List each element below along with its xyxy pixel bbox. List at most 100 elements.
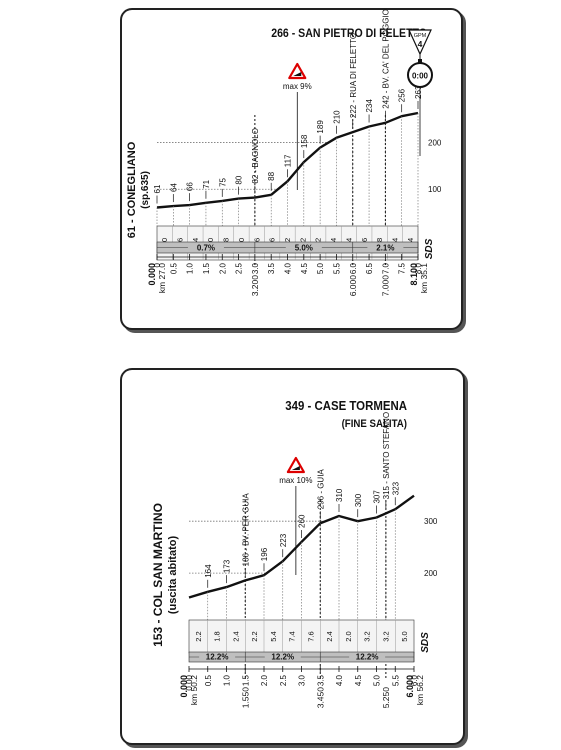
altitude-label: 222 - RUA DI FELETTO bbox=[349, 33, 358, 118]
start-km: km 50.2 bbox=[189, 675, 199, 706]
x-tick-label: 6.0 bbox=[349, 262, 358, 274]
section-label-bg bbox=[187, 243, 224, 252]
waypoint-distance: 5.250 bbox=[381, 687, 391, 709]
kom-triangle-icon bbox=[408, 29, 432, 56]
y-grid-label: 200 bbox=[424, 569, 438, 578]
x-tick-label: 4.0 bbox=[284, 262, 293, 274]
altitude-label: 307 bbox=[373, 490, 382, 504]
start-distance: 0.000 bbox=[179, 675, 189, 698]
kom-text: GPM bbox=[414, 33, 427, 39]
x-tick-label: 1.0 bbox=[223, 674, 232, 686]
x-tick-label: 4.5 bbox=[354, 674, 363, 686]
slope-icon bbox=[291, 466, 300, 470]
altitude-label: 315 - SANTO STEFANO bbox=[382, 412, 391, 499]
section-label-bg bbox=[285, 243, 322, 252]
altitude-label: 71 bbox=[202, 179, 211, 188]
x-tick-label: 2.5 bbox=[235, 262, 244, 274]
waypoint-distance: 3.450 bbox=[315, 687, 325, 709]
sds-logo: SDS bbox=[420, 632, 431, 653]
altitude-label: 310 bbox=[335, 488, 344, 502]
altitude-label: 296 - GUIA bbox=[316, 469, 325, 510]
max-gradient-label: max 10% bbox=[279, 476, 312, 485]
waypoint-distance: 6.000 bbox=[348, 275, 358, 297]
profile-line bbox=[188, 494, 415, 599]
chart-subtitle: (FINE SALITA) bbox=[342, 419, 407, 431]
altitude-label: 64 bbox=[169, 183, 178, 192]
slope-icon bbox=[293, 72, 302, 76]
x-tick-label: 0.00 bbox=[185, 674, 194, 690]
x-tick-label: 2.0 bbox=[260, 674, 269, 686]
altitude-label: 173 bbox=[223, 559, 232, 573]
chart-title: 349 - CASE TORMENA bbox=[285, 398, 407, 413]
start-distance: 0.000 bbox=[147, 263, 157, 286]
max-gradient-label: max 9% bbox=[283, 82, 312, 91]
segment-gradient: 2.0 bbox=[344, 631, 353, 641]
x-tick-label: 4.5 bbox=[300, 262, 309, 274]
altitude-label: 210 bbox=[332, 110, 341, 124]
end-km: km 56.2 bbox=[415, 675, 425, 706]
altitude-label: 263 bbox=[414, 85, 423, 99]
altitude-label: 234 bbox=[365, 99, 374, 113]
altitude-label: 80 bbox=[235, 175, 244, 184]
x-tick-label: 1.5 bbox=[241, 674, 250, 686]
x-tick-label: 7.0 bbox=[381, 262, 390, 274]
altitude-label: 158 bbox=[300, 134, 309, 148]
waypoint-distance: 7.000 bbox=[380, 275, 390, 297]
x-tick-label: 1.0 bbox=[186, 262, 195, 274]
altitude-label: 196 bbox=[260, 547, 269, 561]
section-label-bg bbox=[264, 653, 301, 661]
end-distance: 8.100 bbox=[409, 263, 419, 286]
x-tick-label: 3.0 bbox=[298, 674, 307, 686]
x-tick-label: 4.0 bbox=[335, 674, 344, 686]
elevation-profile-chart-1: 266 - SAN PIETRO DI FELETTO 100 200 61 64 66 7… bbox=[126, 9, 442, 297]
x-tick-label: 0.5 bbox=[204, 674, 213, 686]
section-gradient: 12.2% bbox=[356, 653, 379, 662]
segment-gradient: 3.2 bbox=[381, 631, 390, 641]
altitude-label: 223 bbox=[279, 533, 288, 547]
segment-gradient: 5.0 bbox=[400, 631, 409, 641]
altitude-label: 164 bbox=[204, 564, 213, 578]
altitude-label: 75 bbox=[218, 177, 227, 186]
start-km: km 27.0 bbox=[157, 263, 167, 294]
waypoint-distance: 1.550 bbox=[240, 687, 250, 709]
section-gradient: 12.2% bbox=[271, 653, 294, 662]
altitude-label: 323 bbox=[391, 481, 400, 495]
x-tick-label: 0 bbox=[153, 262, 162, 267]
section-label-bg bbox=[349, 653, 386, 661]
x-tick-label: 6.0 bbox=[410, 674, 419, 686]
x-tick-label: 5.5 bbox=[391, 674, 400, 686]
altitude-label: 61 bbox=[153, 184, 162, 193]
segment-gradient: 7.4 bbox=[288, 631, 297, 641]
waypoint-distance: 3.200 bbox=[250, 275, 260, 297]
start-location-label: 61 - CONEGLIANO bbox=[126, 141, 138, 238]
x-tick-label: 2.5 bbox=[279, 674, 288, 686]
altitude-label: 300 bbox=[354, 493, 363, 507]
segment-gradient: 2.4 bbox=[231, 631, 240, 641]
y-grid-label: 200 bbox=[428, 138, 442, 147]
section-gradient: 12.2% bbox=[206, 653, 229, 662]
x-tick-label: 7.5 bbox=[398, 262, 407, 274]
segment-gradient: 7.6 bbox=[306, 631, 315, 641]
y-grid-label: 300 bbox=[424, 517, 438, 526]
y-grid-label: 100 bbox=[428, 185, 442, 194]
segment-gradient: 5.4 bbox=[269, 631, 278, 641]
x-tick-label: 5.5 bbox=[332, 262, 341, 274]
segment-gradient: 2.2 bbox=[250, 631, 259, 641]
x-tick-label: 8.0 bbox=[414, 262, 423, 274]
altitude-label: 242 - BV. CA' DEL POGGIO bbox=[381, 9, 390, 109]
altitude-label: 117 bbox=[284, 154, 293, 167]
end-km: km 35.1 bbox=[419, 263, 429, 294]
altitude-label: 88 bbox=[267, 171, 276, 180]
elevation-profile-chart-2: 349 - CASE TORMENA (FINE SALITA) 200 300 164… bbox=[151, 398, 438, 709]
section-gradient: 2.1% bbox=[376, 244, 394, 253]
x-tick-label: 5.0 bbox=[373, 674, 382, 686]
segment-gradient: 3.2 bbox=[363, 631, 372, 641]
x-tick-label: 3.5 bbox=[316, 674, 325, 686]
chart-title: 266 - SAN PIETRO DI FELETTO bbox=[271, 27, 427, 40]
altitude-label: 256 bbox=[398, 88, 407, 102]
x-tick-label: 6.5 bbox=[365, 262, 374, 274]
profile-card-san-pietro: 266 - SAN PIETRO DI FELETTO 100 200 61 64 66 7… bbox=[120, 8, 463, 330]
segment-gradient: 2.2 bbox=[194, 631, 203, 641]
altitude-label: 189 bbox=[316, 120, 325, 134]
section-gradient: 5.0% bbox=[295, 244, 313, 253]
